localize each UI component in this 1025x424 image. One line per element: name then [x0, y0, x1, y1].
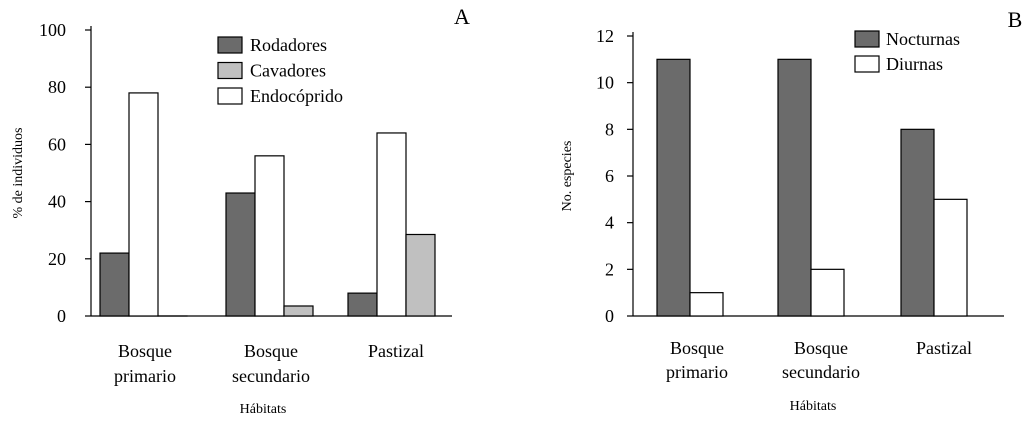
- bar-cavadores-2: [283, 305, 314, 317]
- x-category-label: Bosque: [118, 341, 172, 361]
- legend-swatch: [217, 61, 243, 80]
- x-axis-title: Hábitats: [790, 399, 837, 414]
- legend-label: Diurnas: [886, 54, 943, 74]
- chart-panel-b: 0 2 4 6 8 10 12 Bosque primario Bosque secundario P…: [560, 7, 1022, 414]
- bar-nocturnas-3: [900, 128, 935, 317]
- y-tick-label: 60: [48, 134, 66, 154]
- y-axis-title: % de individuos: [11, 128, 26, 219]
- x-category-label: secundario: [232, 366, 310, 386]
- y-tick-label: 10: [596, 73, 614, 93]
- legend-label: Rodadores: [250, 35, 327, 55]
- chart-panel-a: 0 20 40 60 80 100 Bosque primario Bosque secundar…: [11, 4, 470, 417]
- x-category-label: Bosque: [794, 338, 848, 358]
- legend-swatch: [854, 55, 880, 73]
- bar-cavadores-3: [405, 233, 436, 317]
- bar-diurnas-3: [933, 198, 968, 317]
- legend: Nocturnas Diurnas: [854, 29, 960, 74]
- x-category-label: Bosque: [244, 341, 298, 361]
- bar-rodadores-2: [225, 192, 256, 317]
- legend-label: Endocóprido: [250, 86, 343, 106]
- y-tick-label: 0: [57, 306, 66, 326]
- bar-diurnas-2: [810, 268, 845, 317]
- panel-label: B: [1008, 7, 1023, 32]
- bar-endocprido-1: [128, 92, 159, 317]
- x-category-label: Pastizal: [916, 338, 972, 358]
- x-category-label: primario: [114, 366, 176, 386]
- y-tick-label: 20: [48, 249, 66, 269]
- y-tick-label: 100: [39, 20, 66, 40]
- bar-rodadores-1: [99, 252, 130, 317]
- x-category-label: Pastizal: [368, 341, 424, 361]
- y-tick-label: 80: [48, 77, 66, 97]
- x-category-label: primario: [666, 362, 728, 382]
- legend-label: Nocturnas: [886, 29, 960, 49]
- x-category-label: secundario: [782, 362, 860, 382]
- y-tick-label: 40: [48, 192, 66, 212]
- bar-rodadores-3: [347, 292, 378, 317]
- bar-endocprido-2: [254, 155, 285, 317]
- legend: Rodadores Cavadores Endocóprido: [217, 35, 343, 106]
- y-tick-label: 6: [605, 166, 614, 186]
- y-tick-label: 0: [605, 306, 614, 326]
- legend-swatch: [217, 87, 243, 105]
- y-tick-label: 2: [605, 259, 614, 279]
- legend-swatch: [854, 30, 880, 48]
- x-axis-title: Hábitats: [240, 402, 287, 417]
- y-tick-label: 12: [596, 26, 614, 46]
- bar-diurnas-1: [689, 292, 724, 317]
- x-category-label: Bosque: [670, 338, 724, 358]
- bar-nocturnas-1: [656, 58, 691, 317]
- legend-label: Cavadores: [250, 61, 326, 81]
- y-axis-title: No. especies: [560, 141, 575, 212]
- y-tick-label: 4: [605, 213, 614, 233]
- bar-nocturnas-2: [777, 58, 812, 317]
- y-tick-label: 8: [605, 119, 614, 139]
- panel-label: A: [454, 4, 470, 29]
- legend-swatch: [217, 36, 243, 54]
- bar-endocprido-3: [376, 132, 407, 317]
